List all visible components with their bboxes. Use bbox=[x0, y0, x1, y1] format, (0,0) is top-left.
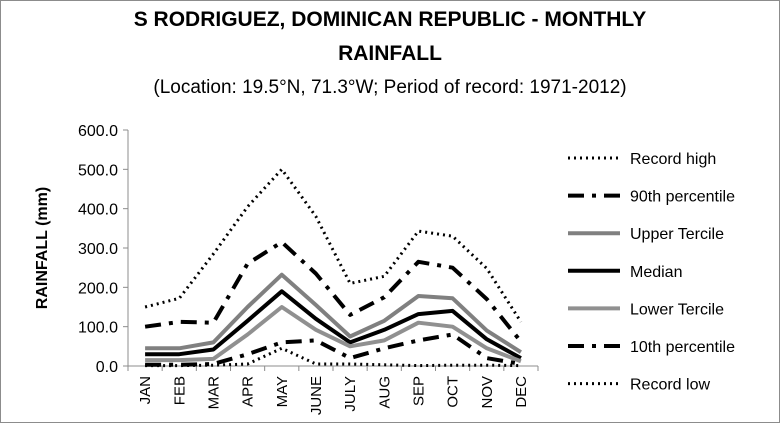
x-tick-label: MAR bbox=[205, 376, 222, 410]
chart-subtitle: (Location: 19.5°N, 71.3°W; Period of rec… bbox=[153, 77, 627, 98]
x-tick-label: FEB bbox=[171, 376, 188, 405]
y-tick-label: 500.0 bbox=[78, 162, 118, 179]
y-axis-label: RAINFALL (mm) bbox=[34, 187, 51, 309]
series-line-90th-percentile bbox=[144, 240, 523, 343]
x-tick-label: MAY bbox=[274, 376, 291, 407]
x-tick-label: JAN bbox=[137, 376, 154, 404]
legend-label-lower-tercile: Lower Tercile bbox=[630, 301, 724, 318]
series-line-10th-percentile bbox=[145, 332, 522, 367]
x-tick-label: APR bbox=[240, 376, 257, 407]
legend-label-upper-tercile: Upper Tercile bbox=[630, 226, 724, 243]
series-line-upper-tercile bbox=[145, 272, 522, 354]
series-lines bbox=[144, 167, 523, 368]
chart-title-line2: RAINFALL bbox=[338, 42, 442, 65]
legend-label-10th-percentile: 10th percentile bbox=[630, 339, 735, 356]
x-tick-label: OCT bbox=[445, 376, 462, 408]
legend-label-median: Median bbox=[630, 264, 682, 281]
y-tick-label: 100.0 bbox=[78, 320, 118, 337]
x-tick-label: NOV bbox=[479, 376, 496, 409]
y-tick-label: 300.0 bbox=[78, 241, 118, 258]
legend-label-record-low: Record low bbox=[630, 377, 710, 394]
x-tick-label: JULY bbox=[342, 376, 359, 412]
axes: 0.0 100.0 200.0 300.0 400.0 500.0 600.0 JAN FEB M… bbox=[34, 123, 539, 415]
y-tick-label: 400.0 bbox=[78, 202, 118, 219]
chart-title-line1: S RODRIGUEZ, DOMINICAN REPUBLIC - MONTHL… bbox=[133, 8, 647, 31]
y-tick-label: 200.0 bbox=[78, 280, 118, 297]
x-tick-label: SEP bbox=[410, 376, 427, 406]
x-tick-label: AUG bbox=[376, 376, 393, 409]
legend-label-90th-percentile: 90th percentile bbox=[630, 189, 735, 206]
x-tick-label: JUNE bbox=[308, 376, 325, 415]
legend-label-record-high: Record high bbox=[630, 151, 716, 168]
legend: Record high 90th percentile Upper Tercile M… bbox=[568, 151, 735, 394]
series-line-lower-tercile bbox=[145, 305, 522, 364]
series-line-record-high bbox=[144, 167, 523, 323]
y-tick-label: 0.0 bbox=[96, 359, 118, 376]
x-tick-label: DEC bbox=[513, 376, 530, 408]
y-tick-label: 600.0 bbox=[78, 123, 118, 140]
series-line-median bbox=[145, 289, 522, 360]
